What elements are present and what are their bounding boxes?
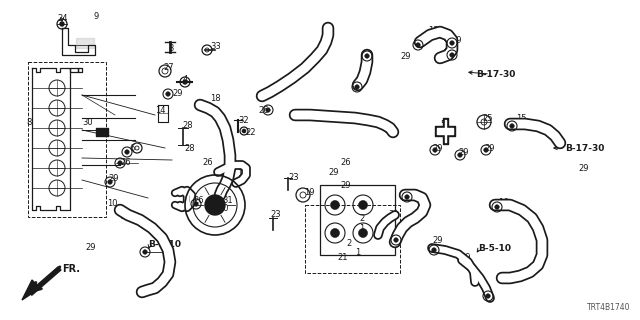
Text: B-17-30: B-17-30 [565, 143, 604, 153]
Text: 12: 12 [258, 92, 269, 100]
Text: 28: 28 [182, 121, 193, 130]
Text: 32: 32 [238, 116, 248, 124]
Text: 3: 3 [168, 44, 173, 52]
Circle shape [266, 108, 270, 112]
Circle shape [183, 80, 187, 84]
Text: 25: 25 [482, 114, 493, 123]
Text: 26: 26 [258, 106, 269, 115]
Text: 28: 28 [184, 143, 195, 153]
Text: 31: 31 [388, 210, 399, 219]
Text: 11: 11 [237, 169, 248, 178]
Text: 2: 2 [346, 238, 351, 247]
Text: 5: 5 [440, 119, 445, 129]
Text: 30: 30 [82, 117, 93, 126]
Text: 29: 29 [172, 89, 182, 98]
Text: 26: 26 [340, 157, 351, 166]
Text: 20: 20 [218, 204, 228, 212]
Text: 26: 26 [202, 157, 212, 166]
Circle shape [166, 92, 170, 96]
Bar [305, 205, 400, 273]
Text: 29: 29 [432, 236, 442, 244]
Circle shape [355, 85, 359, 89]
Text: 26: 26 [120, 157, 131, 166]
Polygon shape [22, 280, 40, 300]
Text: 29: 29 [328, 167, 339, 177]
Text: 29: 29 [340, 180, 351, 189]
Text: 18: 18 [210, 93, 221, 102]
Text: 4: 4 [183, 75, 188, 84]
Circle shape [330, 228, 339, 237]
Circle shape [404, 195, 409, 199]
Text: 6: 6 [129, 143, 134, 153]
Text: 16: 16 [498, 197, 509, 206]
Circle shape [433, 148, 437, 152]
Circle shape [484, 148, 488, 152]
Text: 29: 29 [484, 143, 495, 153]
Text: 29: 29 [460, 252, 470, 261]
Circle shape [358, 201, 367, 210]
Text: 17: 17 [400, 194, 411, 203]
Circle shape [358, 228, 367, 237]
Circle shape [365, 54, 369, 58]
Bar [320, 185, 395, 255]
Text: 1: 1 [359, 223, 364, 233]
Text: 33: 33 [210, 42, 221, 51]
Text: 29: 29 [85, 243, 95, 252]
Text: 29: 29 [400, 52, 410, 60]
Circle shape [432, 248, 436, 252]
Text: 23: 23 [288, 172, 299, 181]
Text: 29: 29 [578, 164, 589, 172]
Text: 29: 29 [432, 143, 442, 153]
Text: 21: 21 [337, 253, 348, 262]
Text: B-5-10: B-5-10 [148, 239, 181, 249]
Text: FR.: FR. [62, 264, 80, 274]
Text: 9: 9 [93, 12, 99, 20]
Circle shape [509, 124, 515, 128]
Circle shape [450, 41, 454, 45]
Circle shape [118, 161, 122, 165]
Text: B-17-30: B-17-30 [476, 69, 515, 78]
Text: 29: 29 [108, 173, 118, 182]
Text: 13: 13 [428, 26, 438, 35]
Circle shape [394, 238, 398, 242]
Circle shape [495, 205, 499, 209]
Circle shape [330, 201, 339, 210]
Text: B-5-10: B-5-10 [478, 244, 511, 252]
Circle shape [486, 294, 490, 298]
Text: 7: 7 [358, 69, 364, 78]
Text: 23: 23 [270, 210, 280, 219]
Circle shape [205, 195, 225, 215]
Text: 15: 15 [516, 114, 527, 123]
Text: 19: 19 [304, 188, 314, 196]
Text: 10: 10 [107, 198, 118, 207]
Text: 24: 24 [57, 13, 67, 22]
Text: 29: 29 [120, 212, 131, 220]
Text: 1: 1 [355, 247, 360, 257]
Circle shape [143, 250, 147, 254]
Circle shape [458, 153, 462, 157]
Text: 29: 29 [451, 36, 461, 44]
Text: 14: 14 [155, 106, 166, 115]
Text: 22: 22 [245, 127, 255, 137]
Text: 26: 26 [193, 196, 204, 204]
Circle shape [243, 129, 246, 132]
Text: 2: 2 [359, 213, 364, 222]
Circle shape [194, 202, 198, 206]
Circle shape [450, 53, 454, 57]
Text: 31: 31 [222, 196, 232, 204]
Circle shape [108, 180, 112, 184]
Circle shape [60, 22, 64, 26]
Bar [28, 62, 106, 217]
Circle shape [416, 43, 420, 47]
Text: 8: 8 [26, 117, 31, 126]
Circle shape [125, 150, 129, 154]
Text: TRT4B1740: TRT4B1740 [586, 303, 630, 312]
Text: 27: 27 [163, 62, 173, 71]
Text: 29: 29 [458, 148, 468, 156]
